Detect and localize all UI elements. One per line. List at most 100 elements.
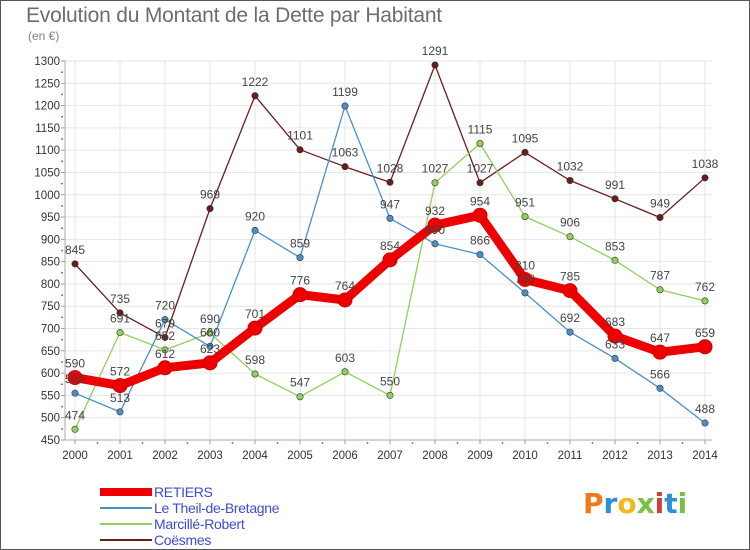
y-minor-tick: [61, 338, 63, 341]
legend-label-marcille: Marcillé-Robert: [154, 516, 245, 532]
y-tick-label: 1300: [34, 56, 60, 68]
y-minor-tick: [61, 271, 63, 274]
data-label-co-smes: 1038: [692, 157, 719, 171]
data-point-le-theil-de-bretagne: [206, 342, 214, 350]
data-point-le-theil-de-bretagne: [656, 384, 664, 392]
data-point-retiers: [202, 355, 218, 371]
data-point-marcill-robert: [296, 393, 304, 401]
data-label-marcill-robert: 603: [335, 351, 355, 365]
x-tick-label: 2007: [377, 450, 403, 462]
legend-item-le-theil: Le Theil-de-Bretagne: [100, 500, 360, 516]
data-label-retiers: 647: [650, 331, 670, 345]
data-point-retiers: [517, 271, 533, 287]
data-point-co-smes: [476, 179, 484, 187]
grid: [65, 60, 712, 441]
data-point-marcill-robert: [701, 297, 709, 305]
legend-item-retiers: RETIERS: [100, 484, 360, 500]
chart-title: Evolution du Montant de la Dette par Hab…: [26, 4, 442, 27]
data-label-le-theil-de-bretagne: 720: [155, 299, 175, 313]
y-minor-tick: [61, 361, 63, 363]
x-tick-label: 2002: [152, 450, 178, 462]
y-tick-label: 500: [41, 413, 60, 425]
data-point-marcill-robert: [521, 213, 529, 221]
chart-unit: (en €): [28, 29, 60, 43]
x-minor-tick: [321, 442, 324, 444]
data-point-co-smes: [431, 61, 439, 69]
data-point-co-smes: [566, 176, 574, 184]
y-tick-label: 1200: [34, 101, 60, 113]
legend-label-le-theil: Le Theil-de-Bretagne: [154, 500, 280, 516]
x-minor-tick: [366, 442, 369, 444]
y-minor-tick: [61, 227, 63, 230]
data-point-retiers: [112, 378, 128, 394]
data-point-retiers: [67, 370, 83, 386]
logo-letter: x: [636, 487, 655, 520]
x-minor-tick: [501, 442, 504, 444]
data-point-co-smes: [341, 163, 349, 171]
x-tick-label: 2012: [602, 450, 628, 462]
data-point-marcill-robert: [476, 139, 484, 147]
y-minor-tick: [61, 249, 63, 252]
data-point-retiers: [247, 320, 263, 336]
data-label-le-theil-de-bretagne: 555: [65, 372, 85, 386]
logo-letter: o: [617, 487, 637, 520]
data-label-marcill-robert: 762: [695, 280, 715, 294]
data-label-retiers: 932: [425, 204, 445, 218]
data-point-le-theil-de-bretagne: [431, 240, 439, 248]
data-label-retiers: 954: [470, 194, 490, 208]
legend-swatch-coesmes: [100, 539, 152, 541]
data-label-co-smes: 845: [65, 243, 85, 257]
data-point-marcill-robert: [251, 370, 259, 378]
logo-letter: P: [583, 487, 604, 520]
data-label-le-theil-de-bretagne: 1199: [332, 85, 358, 99]
data-point-marcill-robert: [341, 368, 349, 376]
data-label-co-smes: 969: [200, 188, 220, 202]
legend-swatch-retiers: [100, 488, 152, 496]
x-minor-tick: [456, 442, 459, 444]
data-point-le-theil-de-bretagne: [251, 226, 259, 234]
data-point-marcill-robert: [161, 346, 169, 354]
data-point-marcill-robert: [656, 286, 664, 294]
data-point-co-smes: [521, 148, 529, 156]
y-minor-tick: [61, 160, 63, 163]
y-minor-tick: [61, 93, 63, 96]
logo-letter: i: [654, 487, 665, 520]
legend-swatch-le-theil: [100, 507, 152, 509]
y-minor-tick: [61, 115, 63, 118]
x-tick-label: 2006: [332, 450, 358, 462]
data-label-co-smes: 1101: [287, 129, 313, 143]
y-tick-label: 550: [41, 390, 60, 402]
data-point-le-theil-de-bretagne: [701, 419, 709, 427]
data-point-marcill-robert: [71, 425, 79, 433]
data-label-le-theil-de-bretagne: 859: [290, 237, 310, 251]
data-point-co-smes: [296, 146, 304, 154]
data-label-retiers: 810: [515, 258, 535, 272]
data-point-retiers: [562, 283, 578, 299]
data-point-retiers: [382, 252, 398, 268]
data-point-co-smes: [656, 214, 664, 222]
data-point-co-smes: [161, 333, 169, 341]
proxiti-logo: Proxiti: [583, 487, 687, 520]
logo-letter: r: [603, 487, 618, 520]
data-label-co-smes: 735: [110, 292, 130, 306]
x-tick-label: 2001: [107, 450, 133, 462]
data-label-marcill-robert: 1027: [422, 162, 449, 176]
x-tick-label: 2003: [197, 450, 223, 462]
data-point-marcill-robert: [431, 179, 439, 187]
data-label-le-theil-de-bretagne: 513: [110, 391, 130, 405]
data-label-co-smes: 991: [605, 178, 625, 192]
data-point-retiers: [697, 339, 713, 355]
y-tick-label: 950: [41, 212, 60, 224]
data-label-marcill-robert: 547: [290, 376, 310, 390]
x-minor-tick: [681, 442, 684, 444]
data-label-retiers: 683: [605, 315, 625, 329]
data-point-co-smes: [701, 174, 709, 182]
y-minor-tick: [61, 205, 63, 207]
data-label-le-theil-de-bretagne: 866: [470, 234, 490, 248]
y-minor-tick: [61, 427, 63, 430]
data-point-le-theil-de-bretagne: [521, 289, 529, 297]
y-minor-tick: [61, 405, 63, 408]
data-label-marcill-robert: 787: [650, 269, 670, 283]
data-label-retiers: 659: [695, 326, 715, 340]
data-label-marcill-robert: 474: [65, 408, 85, 422]
